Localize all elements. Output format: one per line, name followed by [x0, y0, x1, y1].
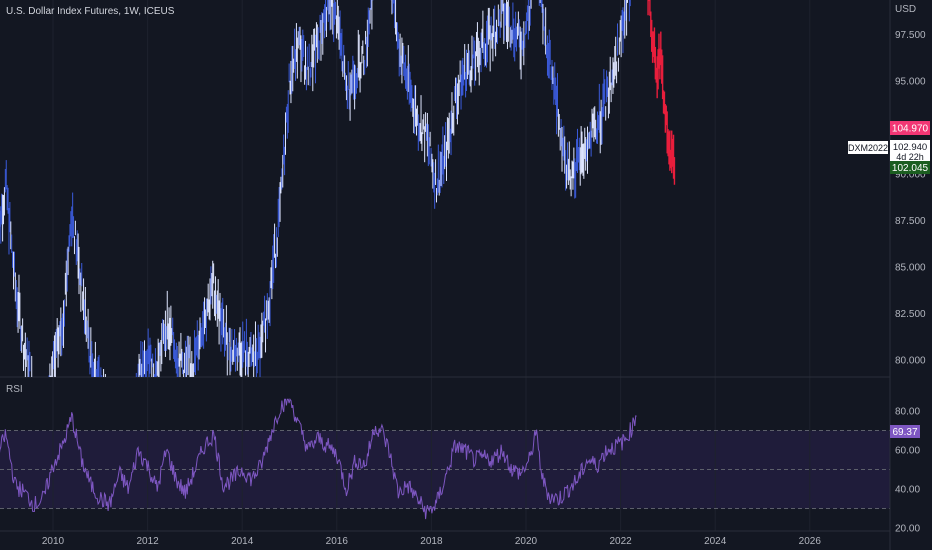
price-tick-label: 82.500 [895, 309, 926, 320]
rsi-tag-bg [890, 425, 920, 438]
time-tick-label: 2012 [136, 536, 159, 547]
time-axis-ticks: 2010 2012 2014 2016 2018 2020 2022 2024 2026 [42, 536, 821, 547]
rsi-tick-label: 80.00 [895, 407, 920, 418]
price-tick-label: 87.500 [895, 216, 926, 227]
time-tick-label: 2016 [326, 536, 349, 547]
resistance-tag-text: 104.970 [892, 124, 929, 135]
resistance-tag-bg [890, 121, 930, 135]
time-tick-label: 2026 [799, 536, 822, 547]
price-tick-label: 95.000 [895, 77, 926, 88]
currency-label: USD [895, 4, 916, 15]
price-tick-label: 90.000 [895, 170, 926, 181]
time-tick-label: 2022 [609, 536, 632, 547]
rsi-tag-text: 69.37 [892, 427, 917, 438]
price-tick-label: 97.500 [895, 30, 926, 41]
time-tick-label: 2018 [420, 536, 443, 547]
symbol-tag-text: DXM2022 [848, 143, 888, 153]
rsi-reference-lines [0, 430, 890, 509]
resistance-price-tag: 104.970 [890, 121, 930, 135]
countdown-text: 4d 22h [896, 152, 924, 162]
rsi-line [0, 398, 637, 520]
symbol-tag-bg [848, 141, 888, 154]
time-tick-label: 2020 [515, 536, 538, 547]
current-price-text: 102.940 [893, 142, 927, 153]
symbol-price-tag: DXM2022 102.940 4d 22h [848, 140, 930, 162]
chart-title: U.S. Dollar Index Futures, 1W, ICEUS [6, 6, 175, 17]
price-series [0, 0, 676, 377]
rsi-tick-label: 20.00 [895, 524, 920, 535]
rsi-value-tag: 69.37 [890, 425, 920, 438]
rsi-label: RSI [6, 384, 23, 395]
support-tag-bg [890, 161, 930, 174]
time-tick-label: 2014 [231, 536, 254, 547]
support-price-tag: 102.045 [890, 161, 930, 174]
grid-lines [52, 0, 811, 531]
time-tick-label: 2010 [42, 536, 65, 547]
rsi-axis-ticks: 20.00 40.00 60.00 80.00 [895, 407, 920, 535]
rsi-tick-label: 40.00 [895, 485, 920, 496]
rsi-series [0, 398, 637, 520]
rsi-tick-label: 60.00 [895, 446, 920, 457]
current-price-tag-bg [890, 140, 930, 162]
support-tag-text: 102.045 [892, 163, 929, 174]
time-tick-label: 2024 [704, 536, 727, 547]
price-tick-label: 80.000 [895, 356, 926, 367]
price-tick-label: 85.000 [895, 263, 926, 274]
